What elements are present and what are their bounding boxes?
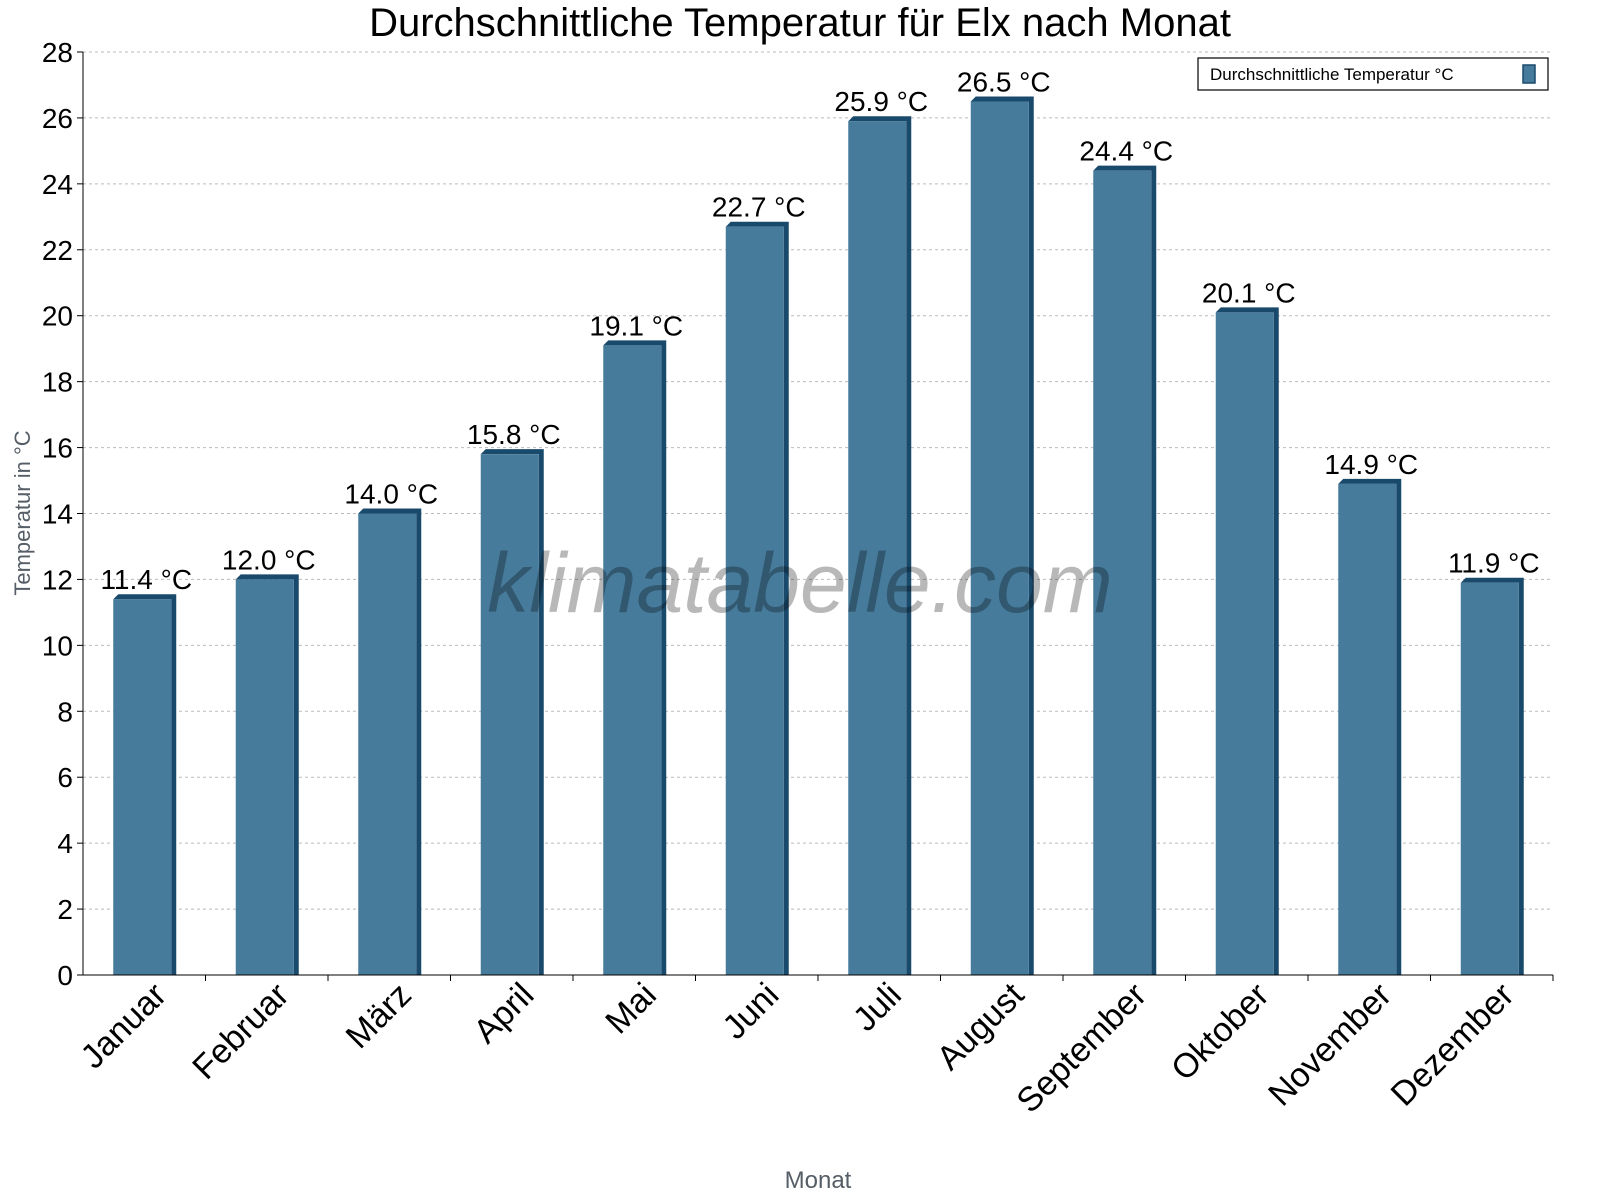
x-tick-label: Mai: [598, 976, 664, 1042]
x-tick-label: Dezember: [1384, 976, 1522, 1114]
data-label: 12.0 °C: [222, 544, 316, 575]
y-tick-label: 28: [42, 37, 73, 68]
bars: [113, 96, 1524, 976]
x-tick-label: März: [339, 976, 419, 1056]
data-label: 19.1 °C: [589, 310, 683, 341]
x-tick-label: Oktober: [1164, 976, 1276, 1088]
x-tick-label: Januar: [74, 976, 174, 1076]
legend: Durchschnittliche Temperatur °C: [1197, 57, 1549, 91]
watermark: klimatabelle.com: [487, 536, 1113, 630]
data-label: 11.4 °C: [100, 564, 192, 595]
y-tick-label: 2: [57, 894, 73, 925]
bar: [1215, 312, 1274, 975]
y-tick-label: 26: [42, 103, 73, 134]
data-label: 11.9 °C: [1448, 548, 1540, 579]
x-tick-label: August: [930, 975, 1032, 1077]
bar: [113, 599, 172, 975]
y-tick-label: 4: [57, 828, 73, 859]
data-label: 24.4 °C: [1079, 136, 1173, 167]
bar: [1460, 582, 1519, 975]
bar: [848, 121, 907, 976]
bar: [1093, 170, 1152, 975]
y-tick-label: 20: [42, 301, 73, 332]
y-tick-label: 22: [42, 235, 73, 266]
legend-swatch: [1522, 64, 1536, 84]
data-label: 15.8 °C: [467, 419, 561, 450]
x-tick-label: Juni: [715, 976, 786, 1047]
x-tick-label: Juli: [846, 976, 909, 1039]
y-tick-label: 18: [42, 367, 73, 398]
bar: [358, 513, 417, 975]
y-tick-label: 8: [57, 696, 73, 727]
y-tick-label: 6: [57, 762, 73, 793]
y-tick-label: 12: [42, 564, 73, 595]
data-labels: 11.4 °C 12.0 °C 14.0 °C 15.8 °C 19.1 °C 22.7 …: [100, 66, 1539, 595]
y-axis-label: Temperatur in °C: [10, 430, 35, 595]
y-tick-label: 0: [57, 960, 73, 991]
legend-label: Durchschnittliche Temperatur °C: [1210, 65, 1454, 84]
data-label: 14.0 °C: [344, 479, 438, 510]
data-label: 26.5 °C: [957, 66, 1051, 97]
bar: [970, 101, 1029, 976]
x-axis-label: Monat: [785, 1167, 852, 1194]
x-tick-label: September: [1009, 976, 1153, 1120]
y-tick-label: 14: [42, 499, 73, 530]
x-tick-label: November: [1261, 976, 1399, 1114]
x-tick-label: Februar: [185, 976, 296, 1087]
y-tick-label: 16: [42, 433, 73, 464]
data-label: 14.9 °C: [1324, 449, 1418, 480]
y-tick-label: 24: [42, 169, 73, 200]
chart-title: Durchschnittliche Temperatur für Elx nac…: [369, 1, 1231, 45]
grid-lines: [83, 51, 1553, 910]
bar: [235, 579, 294, 975]
data-label: 20.1 °C: [1202, 277, 1296, 308]
bar: [1338, 483, 1397, 975]
data-label: 22.7 °C: [712, 192, 806, 223]
data-label: 25.9 °C: [834, 86, 928, 117]
bar: [725, 226, 784, 976]
y-tick-label: 10: [42, 630, 73, 661]
bar: [603, 345, 662, 975]
x-tick-label: April: [466, 976, 541, 1051]
bar: [480, 454, 539, 975]
